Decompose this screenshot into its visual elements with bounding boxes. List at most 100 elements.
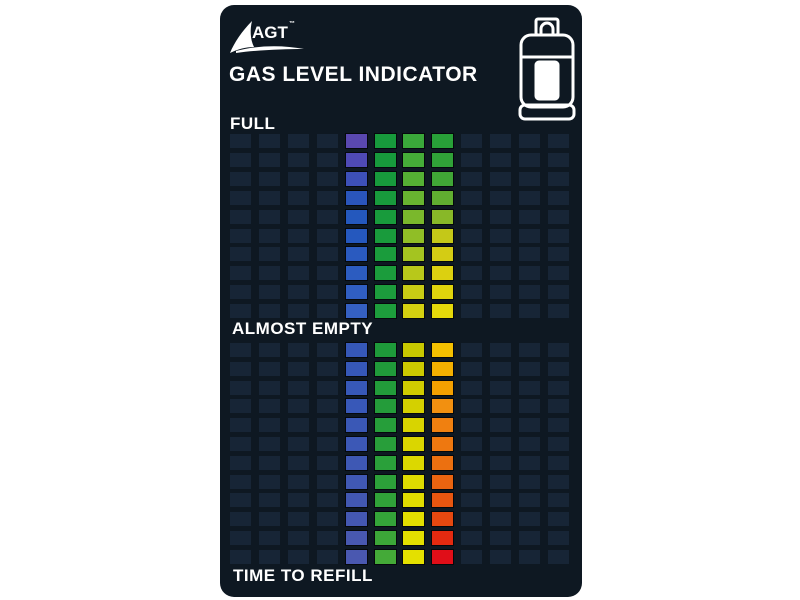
level-cell-empty [547,399,569,414]
level-cell-empty [519,285,540,300]
level-cell-empty [230,455,251,470]
level-cell-empty [316,247,338,262]
level-cell-lit [403,493,425,508]
level-cell-empty [519,134,540,148]
level-cell-empty [490,380,512,395]
level-cell-lit [374,437,396,451]
level-cell-lit [403,134,425,148]
level-cell-lit [345,549,367,564]
level-cell-empty [490,247,512,262]
level-cell-empty [547,266,569,281]
gas-level-card: AGT ™ GAS LEVEL INDICATOR FULL ALMOST EM… [220,5,582,597]
level-cell-empty [230,304,251,319]
level-cell-empty [547,474,569,489]
level-cell-empty [287,171,309,186]
level-cell-empty [287,266,309,281]
level-cell-empty [547,418,569,433]
level-cell-empty [519,455,540,470]
level-cell-lit [374,455,396,470]
level-cell-empty [547,209,569,224]
level-cell-lit [374,190,396,205]
level-cell-empty [519,171,540,186]
level-cell-lit [432,531,454,545]
level-cell-empty [230,152,251,167]
level-cell-lit [432,134,454,148]
level-cell-empty [287,399,309,414]
level-cell-lit [432,418,454,433]
level-cell-empty [258,266,280,281]
level-cell-empty [519,474,540,489]
level-cell-empty [230,247,251,262]
level-cell-empty [258,152,280,167]
level-cell-empty [461,228,483,243]
level-cell-empty [519,304,540,319]
level-cell-empty [316,380,338,395]
level-cell-empty [547,531,569,545]
level-cell-lit [345,455,367,470]
level-cell-empty [258,247,280,262]
level-cell-lit [403,190,425,205]
level-cell-empty [490,474,512,489]
level-cell-lit [374,171,396,186]
level-cell-empty [461,437,483,451]
level-cell-lit [345,228,367,243]
level-cell-lit [403,171,425,186]
level-cell-empty [519,343,540,357]
level-cell-empty [230,190,251,205]
level-cell-lit [432,474,454,489]
level-cell-empty [316,134,338,148]
level-cell-empty [316,266,338,281]
level-cell-empty [461,361,483,376]
level-cell-empty [287,304,309,319]
level-cell-lit [403,380,425,395]
level-cell-empty [316,304,338,319]
level-cell-lit [403,512,425,527]
level-cell-empty [519,437,540,451]
level-cell-empty [230,380,251,395]
level-cell-empty [230,399,251,414]
level-cell-empty [519,399,540,414]
level-cell-empty [547,304,569,319]
level-cell-lit [374,531,396,545]
level-cell-empty [230,493,251,508]
level-cell-empty [461,380,483,395]
level-cell-empty [230,512,251,527]
level-cell-lit [403,418,425,433]
level-cell-lit [432,247,454,262]
level-cell-empty [490,152,512,167]
level-cell-lit [345,343,367,357]
level-cell-lit [432,228,454,243]
level-cell-empty [316,531,338,545]
level-cell-empty [519,228,540,243]
level-cell-empty [316,437,338,451]
level-cell-empty [258,531,280,545]
level-cell-empty [547,455,569,470]
level-cell-lit [403,531,425,545]
level-cell-lit [345,512,367,527]
level-cell-empty [230,549,251,564]
level-cell-lit [432,455,454,470]
level-cell-empty [287,134,309,148]
level-cell-empty [490,190,512,205]
level-cell-lit [345,361,367,376]
level-cell-empty [547,247,569,262]
trademark: ™ [289,21,295,27]
level-cell-empty [258,493,280,508]
page-title: GAS LEVEL INDICATOR [229,63,478,86]
level-cell-empty [230,474,251,489]
level-cell-lit [403,247,425,262]
level-cell-empty [461,474,483,489]
level-cell-empty [258,190,280,205]
level-cell-empty [461,493,483,508]
level-cell-empty [547,437,569,451]
level-cell-empty [258,361,280,376]
level-cell-empty [230,134,251,148]
level-cell-lit [374,228,396,243]
level-cell-empty [287,380,309,395]
level-cell-empty [230,343,251,357]
level-cell-empty [461,418,483,433]
level-cell-empty [461,512,483,527]
level-cell-empty [230,266,251,281]
level-cell-empty [547,549,569,564]
label-full: FULL [230,114,276,133]
